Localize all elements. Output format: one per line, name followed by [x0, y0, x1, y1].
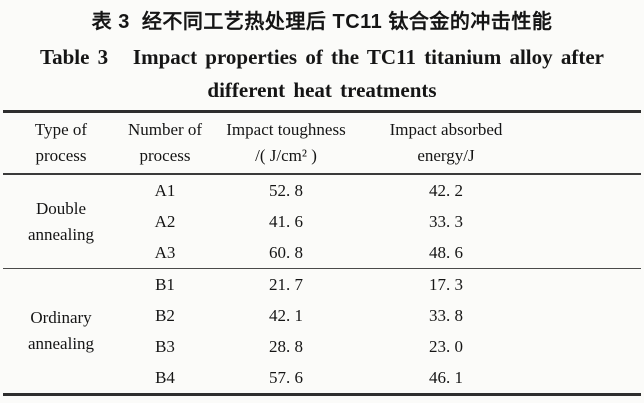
- cell-impact-toughness: 28. 8: [269, 336, 303, 356]
- column-header-line: Impact toughness: [226, 120, 346, 139]
- group-rows: B1 21. 7 17. 3 B2 42. 1 33. 8 B3 28. 8 2…: [119, 269, 641, 393]
- column-header-line: /( J/cm² ): [255, 146, 317, 165]
- column-header-impact-absorbed-energy: Impact absorbed energy/J: [361, 117, 531, 169]
- column-header-impact-toughness: Impact toughness /( J/cm² ): [211, 117, 361, 169]
- table-group-ordinary-annealing: Ordinary annealing B1 21. 7 17. 3 B2 42.…: [3, 269, 641, 393]
- table-row-b4: B4 57. 6 46. 1: [119, 362, 641, 393]
- cell-impact-absorbed-energy: 46. 1: [429, 367, 463, 387]
- table-row-a3: A3 60. 8 48. 6: [119, 237, 641, 268]
- table-caption-chinese: 表 3 经不同工艺热处理后 TC11 钛合金的冲击性能: [91, 11, 553, 33]
- table-caption-english-line1: Table 3 Impact properties of the TC11 ti…: [39, 45, 604, 69]
- cell-impact-toughness: 60. 8: [269, 242, 303, 262]
- group-label-ordinary-annealing: Ordinary annealing: [27, 308, 95, 353]
- table-row-b2: B2 42. 1 33. 8: [119, 300, 641, 331]
- column-header-line: process: [139, 146, 191, 165]
- cell-impact-absorbed-energy: 23. 0: [429, 336, 463, 356]
- column-header-number-of-process: Number of process: [119, 117, 211, 169]
- cell-impact-toughness: 57. 6: [269, 367, 303, 387]
- table-row-a1: A1 52. 8 42. 2: [119, 175, 641, 206]
- table-header-row: Type of process Number of process Impact…: [3, 113, 641, 175]
- column-header-line: energy/J: [417, 146, 475, 165]
- table-caption-english-line2: different heat treatments: [207, 78, 437, 102]
- group-rows: A1 52. 8 42. 2 A2 41. 6 33. 3 A3 60. 8 4…: [119, 175, 641, 268]
- column-header-line: Number of: [127, 120, 203, 139]
- cell-process-number: A3: [154, 242, 176, 262]
- cell-impact-toughness: 42. 1: [269, 305, 303, 325]
- cell-impact-absorbed-energy: 17. 3: [429, 274, 463, 294]
- column-header-type-of-process: Type of process: [3, 117, 119, 169]
- column-header-spacer: [531, 117, 641, 169]
- column-header-line: Type of: [34, 120, 88, 139]
- cell-process-number: B3: [155, 336, 175, 356]
- data-table: Type of process Number of process Impact…: [3, 110, 641, 396]
- cell-impact-absorbed-energy: 33. 8: [429, 305, 463, 325]
- cell-impact-toughness: 52. 8: [269, 180, 303, 200]
- cell-impact-toughness: 41. 6: [269, 211, 303, 231]
- table-group-double-annealing: Double annealing A1 52. 8 42. 2 A2 41. 6…: [3, 175, 641, 269]
- column-header-line: Impact absorbed: [389, 120, 503, 139]
- cell-impact-toughness: 21. 7: [269, 274, 303, 294]
- table-row-b1: B1 21. 7 17. 3: [119, 269, 641, 300]
- cell-process-number: A2: [154, 211, 176, 231]
- cell-process-number: B4: [155, 367, 175, 387]
- cell-impact-absorbed-energy: 33. 3: [429, 211, 463, 231]
- group-label-double-annealing: Double annealing: [27, 198, 95, 244]
- cell-process-number: B1: [155, 274, 175, 294]
- cell-impact-absorbed-energy: 48. 6: [429, 242, 463, 262]
- cell-process-number: A1: [154, 180, 176, 200]
- table-row-b3: B3 28. 8 23. 0: [119, 331, 641, 362]
- table-row-a2: A2 41. 6 33. 3: [119, 206, 641, 237]
- column-header-line: process: [35, 146, 87, 165]
- cell-process-number: B2: [155, 305, 175, 325]
- cell-impact-absorbed-energy: 42. 2: [429, 180, 463, 200]
